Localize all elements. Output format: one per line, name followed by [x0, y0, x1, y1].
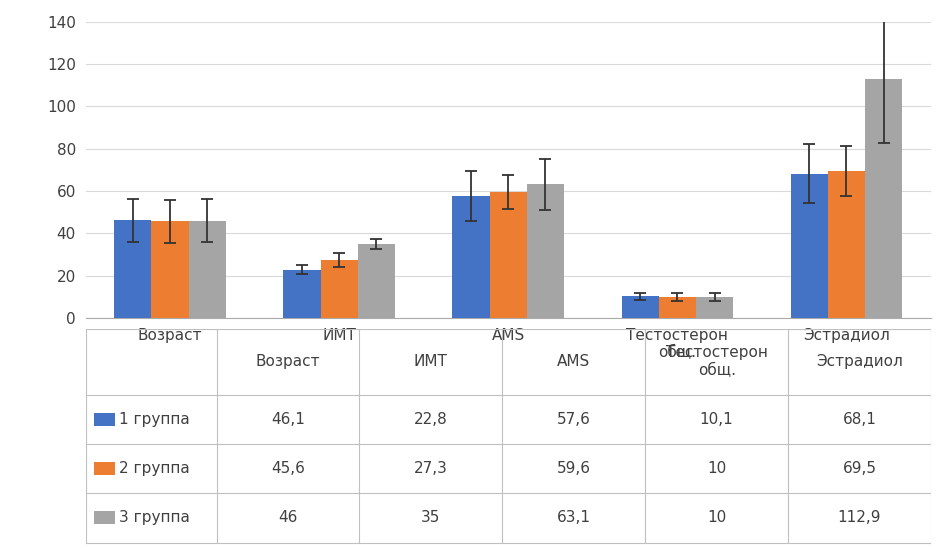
Bar — [114, 220, 151, 318]
Bar — [621, 296, 658, 318]
Text: 10,1: 10,1 — [700, 412, 733, 427]
Text: 35: 35 — [421, 510, 441, 526]
Bar — [189, 221, 226, 318]
Text: Эстрадиол: Эстрадиол — [816, 354, 903, 369]
Bar — [452, 196, 489, 318]
Text: 10: 10 — [707, 510, 727, 526]
Text: 46: 46 — [278, 510, 297, 526]
Bar — [94, 413, 115, 426]
Bar — [865, 79, 902, 318]
Bar — [827, 171, 865, 318]
Text: AMS: AMS — [557, 354, 590, 369]
Text: Тестостерон
общ.: Тестостерон общ. — [666, 345, 768, 378]
Text: Возраст: Возраст — [256, 354, 320, 369]
Text: 22,8: 22,8 — [414, 412, 447, 427]
Text: 2 группа: 2 группа — [119, 461, 189, 476]
Bar — [696, 296, 733, 318]
Text: 59,6: 59,6 — [557, 461, 591, 476]
Text: 112,9: 112,9 — [838, 510, 882, 526]
Bar — [358, 244, 395, 318]
Text: 57,6: 57,6 — [557, 412, 591, 427]
Text: 1 группа: 1 группа — [119, 412, 189, 427]
Text: 3 группа: 3 группа — [119, 510, 190, 526]
Text: 27,3: 27,3 — [414, 461, 447, 476]
Text: ИМТ: ИМТ — [414, 354, 447, 369]
Text: 45,6: 45,6 — [271, 461, 305, 476]
Bar — [527, 185, 564, 318]
Bar — [658, 296, 696, 318]
Text: 63,1: 63,1 — [557, 510, 591, 526]
Text: 69,5: 69,5 — [843, 461, 877, 476]
Text: 68,1: 68,1 — [843, 412, 877, 427]
Bar — [790, 174, 827, 318]
Bar — [151, 221, 189, 318]
Bar — [320, 260, 358, 318]
Bar — [489, 192, 527, 318]
Text: 46,1: 46,1 — [271, 412, 305, 427]
Bar — [94, 511, 115, 524]
Bar — [94, 462, 115, 475]
Bar — [283, 270, 320, 318]
Text: 10: 10 — [707, 461, 727, 476]
